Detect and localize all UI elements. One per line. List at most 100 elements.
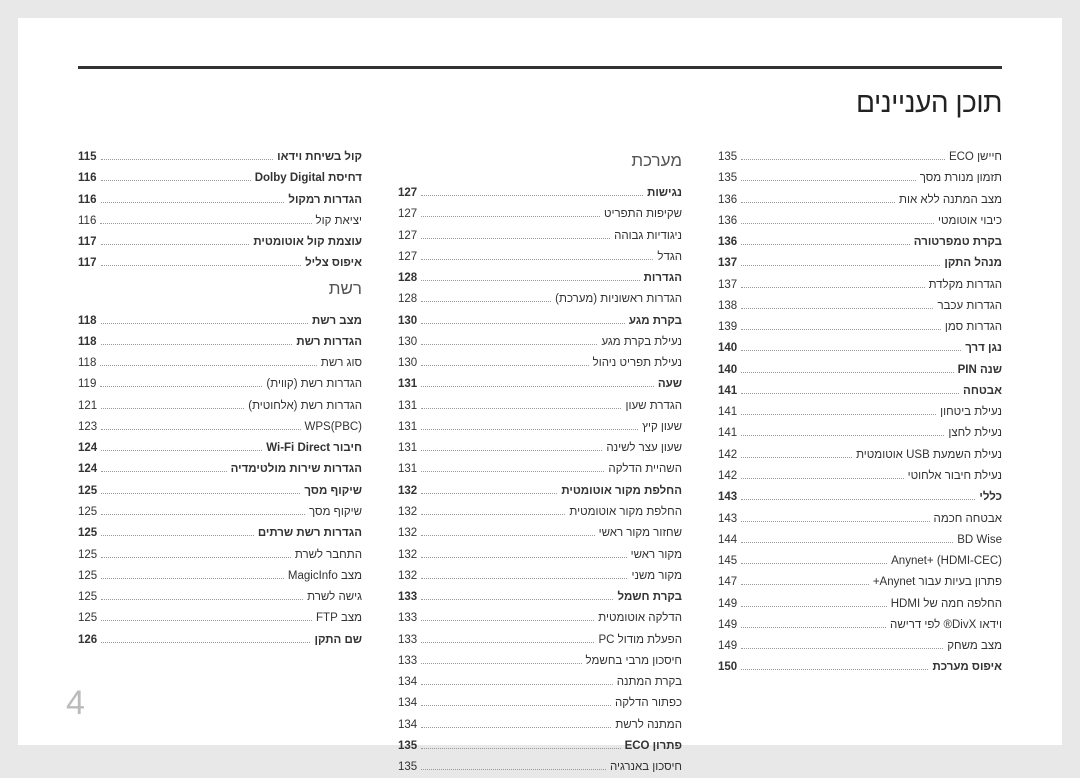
toc-row: מקור ראשי132: [398, 545, 682, 566]
toc-page: 127: [398, 226, 417, 247]
toc-leader: [101, 202, 285, 203]
toc-label: Anynet+ (HDMI-CEC): [891, 551, 1002, 572]
toc-page: 134: [398, 672, 417, 693]
toc-row: הגדל127: [398, 247, 682, 268]
toc-page: 139: [718, 317, 737, 338]
toc-leader: [741, 627, 886, 628]
toc-row: חיישן ECO135: [718, 147, 1002, 168]
toc-row: שעה131: [398, 374, 682, 395]
toc-label: מקור ראשי: [631, 545, 682, 566]
toc-page: 143: [718, 509, 737, 530]
toc-label: החלפת מקור אוטומטית: [561, 481, 682, 502]
toc-row: נגישות127: [398, 183, 682, 204]
toc-label: בקרת המתנה: [617, 672, 682, 693]
toc-row: נעילת ביטחון 141: [718, 402, 1002, 423]
toc-page: 121: [78, 396, 97, 417]
toc-label: שם התקן: [314, 630, 362, 651]
toc-page: 118: [78, 332, 97, 353]
toc-page: 117: [78, 232, 97, 253]
toc-page: 130: [398, 332, 417, 353]
toc-leader: [421, 280, 639, 281]
toc-page: 124: [78, 459, 97, 480]
toc-leader: [101, 557, 291, 558]
toc-label: הדלקה אוטומטית: [598, 608, 682, 629]
toc-leader: [421, 301, 551, 302]
toc-label: שעון קיץ: [642, 417, 682, 438]
toc-page: 115: [78, 147, 97, 168]
toc-leader: [101, 323, 308, 324]
toc-leader: [101, 599, 303, 600]
toc-label: אבטחה חכמה: [934, 509, 1002, 530]
toc-page: 133: [398, 608, 417, 629]
toc-page: 128: [398, 289, 417, 310]
toc-page: 132: [398, 481, 417, 502]
toc-page: 147: [718, 572, 737, 593]
toc-row: מצב רשת118: [78, 311, 362, 332]
toc-row: הגדרות רמקול116: [78, 190, 362, 211]
toc-row: יציאת קול116: [78, 211, 362, 232]
toc-label: הגדרות רשת (אלחוטית): [248, 396, 362, 417]
toc-leader: [101, 514, 305, 515]
toc-page: 134: [398, 693, 417, 714]
toc-leader: [421, 599, 613, 600]
toc-page: 137: [718, 253, 737, 274]
toc-label: נעילת ביטחון: [940, 402, 1002, 423]
toc-page: 116: [78, 211, 96, 232]
toc-page: 135: [398, 736, 417, 757]
toc-row: הגדרות ראשוניות (מערכת) 128: [398, 289, 682, 310]
toc-label: כפתור הדלקה: [615, 693, 682, 714]
toc-row: הגדרות עכבר138: [718, 296, 1002, 317]
toc-leader: [101, 642, 310, 643]
toc-label: בקרת מגע: [629, 311, 682, 332]
toc-page: 134: [398, 715, 417, 736]
toc-page: 137: [718, 275, 737, 296]
toc-label: הגדרות: [644, 268, 682, 289]
toc-leader: [100, 386, 262, 387]
toc-row: חיבור Wi-Fi Direct124: [78, 438, 362, 459]
toc-label: שיקוף מסך: [309, 502, 362, 523]
toc-page: 141: [718, 402, 737, 423]
toc-leader: [421, 748, 620, 749]
toc-row: פתרון בעיות עבור Anynet+147: [718, 572, 1002, 593]
toc-row: הגדרות רשת118: [78, 332, 362, 353]
toc-page: 116: [78, 190, 97, 211]
toc-leader: [101, 180, 251, 181]
toc-leader: [741, 223, 934, 224]
toc-leader: [421, 705, 611, 706]
toc-leader: [741, 499, 975, 500]
toc-page: 141: [718, 423, 737, 444]
toc-label: הגדרות ראשוניות (מערכת): [555, 289, 682, 310]
toc-leader: [741, 542, 953, 543]
toc-page: 132: [398, 523, 417, 544]
toc-page: 125: [78, 502, 97, 523]
toc-page: 135: [718, 168, 737, 189]
toc-label: איפוס צליל: [305, 253, 362, 274]
toc-page: 119: [78, 374, 96, 395]
toc-leader: [421, 429, 638, 430]
toc-label: תזמון מנורת מסך: [920, 168, 1002, 189]
toc-leader: [101, 159, 274, 160]
toc-leader: [741, 329, 941, 330]
toc-label: הגדרת שעון: [625, 396, 682, 417]
toc-leader: [100, 223, 311, 224]
toc-row: נעילת בקרת מגע130: [398, 332, 682, 353]
toc-label: כללי: [979, 487, 1002, 508]
toc-row: סוג רשת118: [78, 353, 362, 374]
toc-page: 131: [398, 417, 417, 438]
toc-row: נעילת חיבור אלחוטי142: [718, 466, 1002, 487]
toc-leader: [421, 493, 557, 494]
toc-label: מצב רשת: [312, 311, 362, 332]
toc-leader: [421, 620, 594, 621]
toc-label: שחזור מקור ראשי: [599, 523, 682, 544]
toc-page: 132: [398, 566, 417, 587]
toc-row: ניגודיות גבוהה127: [398, 226, 682, 247]
toc-page: 125: [78, 523, 97, 544]
toc-leader: [421, 216, 600, 217]
toc-row: המתנה לרשת134: [398, 715, 682, 736]
toc-leader: [741, 350, 961, 351]
toc-page: 125: [78, 481, 97, 502]
toc-leader: [741, 521, 929, 522]
toc-label: מנהל התקן: [944, 253, 1002, 274]
toc-page: 125: [78, 608, 97, 629]
toc-label: הגדרות מקלדת: [929, 275, 1002, 296]
